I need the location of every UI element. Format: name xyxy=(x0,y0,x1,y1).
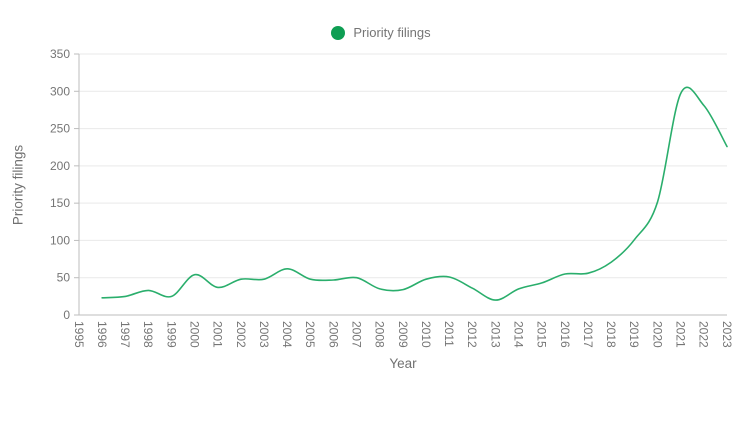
y-tick-label: 0 xyxy=(63,308,70,322)
x-tick-label: 1997 xyxy=(118,321,132,348)
y-tick-label: 50 xyxy=(57,271,71,285)
x-tick-label: 2015 xyxy=(535,321,549,348)
x-tick-label: 2023 xyxy=(720,321,734,348)
x-tick-label: 2011 xyxy=(442,321,456,347)
x-tick-label: 2020 xyxy=(650,321,664,348)
x-tick-label: 2001 xyxy=(211,321,225,348)
y-tick-label: 250 xyxy=(50,122,70,136)
x-tick-label: 2008 xyxy=(373,321,387,348)
y-tick-label: 100 xyxy=(50,233,70,247)
x-tick-label: 2019 xyxy=(627,321,641,348)
x-tick-label: 2006 xyxy=(326,321,340,348)
x-axis-title: Year xyxy=(389,356,417,371)
x-tick-label: 2012 xyxy=(465,321,479,348)
y-tick-label: 150 xyxy=(50,196,70,210)
y-axis-title: Priority filings xyxy=(10,144,26,226)
y-tick-label: 350 xyxy=(50,47,70,61)
x-tick-label: 2003 xyxy=(257,321,271,348)
legend: Priority filings xyxy=(6,25,750,40)
x-tick-label: 2014 xyxy=(512,321,526,348)
y-tick-label: 200 xyxy=(50,159,70,173)
y-tick-label: 300 xyxy=(50,84,70,98)
x-tick-label: 2000 xyxy=(188,321,202,348)
x-tick-label: 2004 xyxy=(280,321,294,348)
x-tick-label: 2013 xyxy=(488,321,502,348)
x-tick-label: 2021 xyxy=(674,321,688,348)
legend-item-priority-filings[interactable]: Priority filings xyxy=(331,25,431,40)
x-tick-label: 2005 xyxy=(303,321,317,348)
x-tick-label: 2018 xyxy=(604,321,618,348)
x-tick-label: 2016 xyxy=(558,321,572,348)
x-tick-label: 2002 xyxy=(234,321,248,348)
x-tick-label: 1996 xyxy=(95,321,109,348)
legend-label: Priority filings xyxy=(353,25,431,40)
x-tick-label: 2017 xyxy=(581,321,595,348)
series-line-priority-filings xyxy=(101,86,728,301)
x-tick-label: 2010 xyxy=(419,321,433,348)
legend-marker-icon xyxy=(331,25,346,40)
x-tick-label: 1999 xyxy=(164,321,178,348)
x-tick-label: 1995 xyxy=(72,321,86,348)
x-tick-label: 2007 xyxy=(350,321,364,348)
x-tick-label: 2009 xyxy=(396,321,410,348)
x-tick-label: 2022 xyxy=(697,321,711,348)
x-tick-label: 1998 xyxy=(141,321,155,348)
